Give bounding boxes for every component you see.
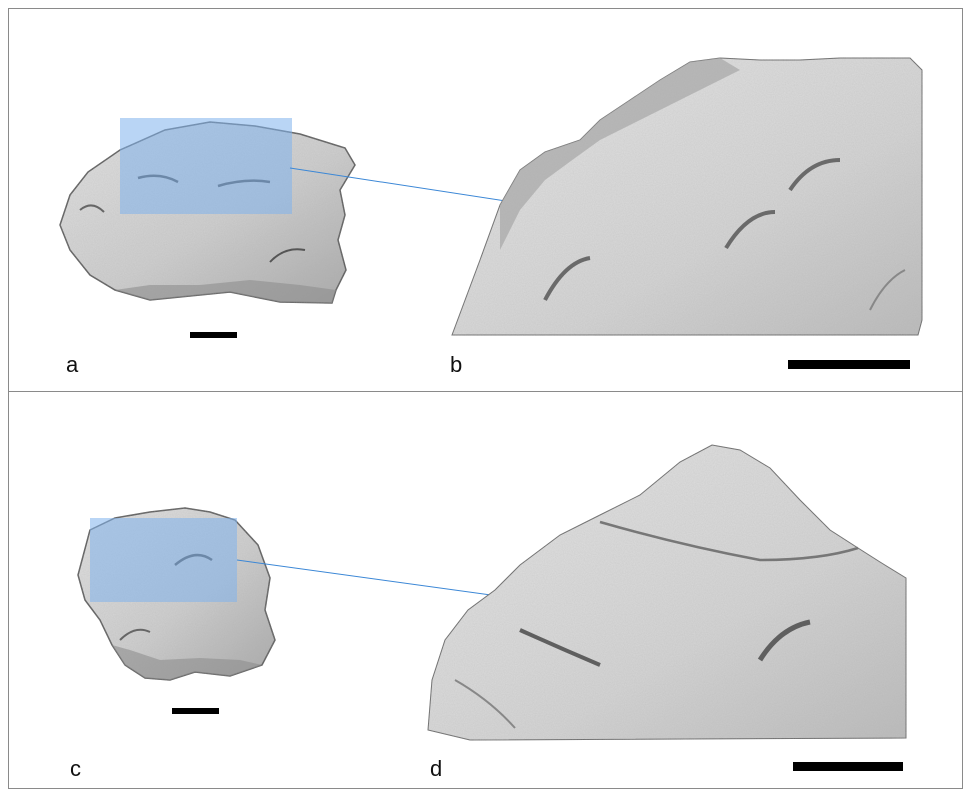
panel-label-c: c: [70, 756, 81, 781]
panel-divider: [8, 391, 963, 392]
scale-bar-b: [788, 360, 910, 369]
stone-detail-d: [427, 444, 907, 741]
stone-detail-b: [451, 57, 923, 336]
scale-bar-d: [793, 762, 903, 771]
highlight-box-c: [90, 518, 237, 602]
scale-bar-a: [190, 332, 237, 338]
panel-label-b: b: [450, 352, 463, 377]
panel-label-d: d: [430, 756, 443, 781]
panel-label-a: a: [66, 352, 79, 377]
figure-frame: [8, 8, 963, 789]
highlight-box-a: [120, 118, 292, 214]
scale-bar-c: [172, 708, 219, 714]
